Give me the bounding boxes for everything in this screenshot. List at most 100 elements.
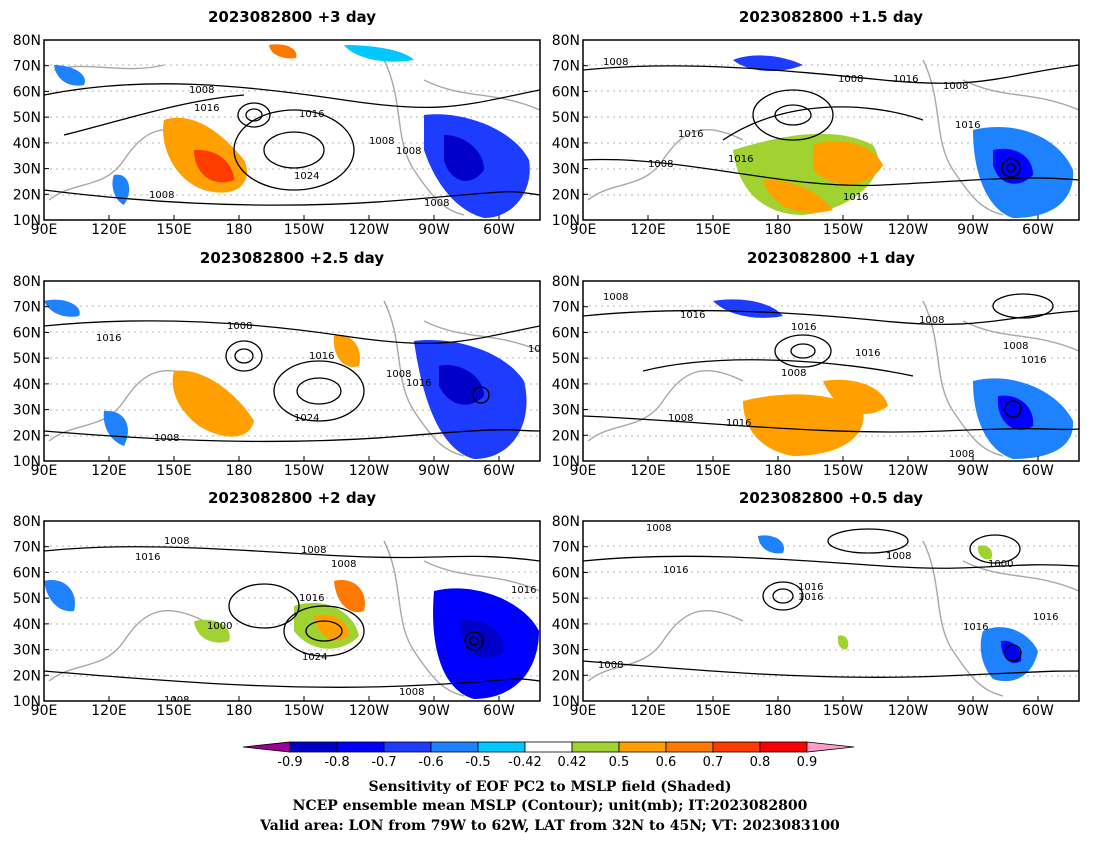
colorbar-tick-label: 0.8 [750, 755, 771, 770]
lon-tick-label: 150E [156, 703, 192, 719]
contour-label: 1016 [299, 593, 324, 604]
lon-tick-label: 90W [957, 463, 989, 479]
sensitivity-shading [733, 55, 1074, 218]
coastlines [587, 540, 1079, 697]
lon-tick-label: 90E [31, 703, 58, 719]
lon-tick-label: 180 [226, 703, 253, 719]
contour-label: 1016 [963, 622, 988, 633]
panel-title: 2023082800 +3 day [208, 8, 376, 26]
lat-tick-label: 10N [552, 213, 580, 229]
mslp-contours [44, 320, 540, 443]
lat-tick-label: 50N [13, 591, 41, 607]
lat-tick-label: 80N [13, 274, 41, 290]
lon-tick-label: 150W [823, 463, 864, 479]
lon-tick-label: 90W [418, 463, 450, 479]
contour-label: 1008 [154, 433, 179, 444]
panel-frame [582, 39, 1080, 221]
panel-title: 2023082800 +2 day [208, 489, 376, 507]
contour-label: 1008 [943, 81, 968, 92]
map-field: 1008 1008 1016 1008 1016 1016 1016 1008 … [583, 55, 1079, 218]
lat-tick-label: 20N [552, 668, 580, 684]
lon-tick-label: 90E [31, 222, 58, 238]
lat-tick-label: 10N [13, 213, 41, 229]
contour-label: 1016 [855, 348, 880, 359]
contour-label: 10 [528, 344, 541, 355]
panel-plus-2-day: 2023082800 +2 day [13, 489, 541, 719]
map-field: 1008 1016 1016 1008 1016 1024 1008 10 [44, 299, 541, 459]
contour-label: 1000 [207, 621, 232, 632]
lon-tick-label: 60W [1022, 222, 1054, 238]
colorbar-max-arrow [806, 741, 855, 753]
lat-tick-label: 60N [13, 565, 41, 581]
lon-tick-label: 120E [91, 463, 127, 479]
lon-tick-label: 120W [888, 463, 929, 479]
sensitivity-shading [44, 299, 527, 459]
colorbar-segment [430, 741, 479, 753]
colorbar-tick-label: -0.8 [324, 755, 349, 770]
lon-tick-label: 180 [226, 463, 253, 479]
lat-tick-label: 50N [552, 591, 580, 607]
contour-label: 1008 [781, 368, 806, 379]
colorbar-segment [524, 741, 573, 753]
panel-frame [43, 39, 541, 221]
lat-tick-label: 30N [13, 162, 41, 178]
contour-label: 1008 [949, 449, 974, 460]
axis-ticks: 10N 20N 30N 40N 50N 60N 70N 80N 90E 120E 150E 180 15… [552, 514, 1054, 719]
colorbar-segment [759, 741, 808, 753]
map-field: 1008 1016 1016 1008 1008 1016 1008 1016 … [583, 292, 1079, 460]
colorbar-tick-label: -0.7 [371, 755, 396, 770]
contour-label: 1008 [603, 57, 628, 68]
lat-tick-label: 30N [13, 643, 41, 659]
contour-label: 1008 [369, 136, 394, 147]
lat-tick-label: 70N [13, 540, 41, 556]
lat-tick-label: 80N [552, 514, 580, 530]
colorbar-tick-label: 0.7 [703, 755, 724, 770]
contour-label: 1016 [406, 378, 431, 389]
lon-tick-label: 150W [284, 463, 325, 479]
colorbar-tick-label: 0.6 [656, 755, 677, 770]
colorbar-min-arrow [242, 741, 291, 753]
sensitivity-shading [54, 44, 530, 218]
colorbar-tick-label: 0.5 [609, 755, 630, 770]
colorbar-tick-label: 0.42 [558, 755, 587, 770]
lon-tick-label: 180 [765, 222, 792, 238]
lat-tick-label: 40N [13, 136, 41, 152]
lon-tick-label: 180 [765, 463, 792, 479]
contour-label: 1016 [309, 351, 334, 362]
lon-tick-label: 60W [1022, 463, 1054, 479]
contour-labels: 1008 1016 1016 1008 1016 1024 1008 10 [96, 321, 541, 444]
lat-tick-label: 30N [552, 162, 580, 178]
grid-lines [44, 64, 540, 196]
lon-tick-label: 60W [483, 222, 515, 238]
colorbar-tick-label: -0.5 [465, 755, 490, 770]
contour-label: 1016 [680, 310, 705, 321]
axis-ticks: 10N 20N 30N 40N 50N 60N 70N 80N 90E 120E 150E 180 15… [552, 33, 1054, 238]
contour-label: 1008 [331, 559, 356, 570]
colorbar-segment [477, 741, 526, 753]
lon-tick-label: 120E [630, 222, 666, 238]
lat-tick-label: 70N [552, 300, 580, 316]
map-field: 1008 1016 1016 1024 1008 1008 1008 1008 [44, 44, 540, 218]
mslp-contours [583, 293, 1079, 433]
colorbar-segment [618, 741, 667, 753]
contour-label: 1016 [1033, 612, 1058, 623]
lon-tick-label: 90W [957, 222, 989, 238]
lon-tick-label: 60W [483, 463, 515, 479]
lon-tick-label: 120E [91, 703, 127, 719]
lat-tick-label: 50N [13, 110, 41, 126]
contour-label: 1008 [648, 159, 673, 170]
map-field: 1008 1016 1008 1008 1000 1016 1024 1008 … [44, 536, 540, 701]
contour-labels: 1008 1016 1016 1008 1008 1016 1008 1016 … [603, 292, 1046, 460]
axis-ticks: 10N 20N 30N 40N 50N 60N 70N 80N 90E 120E 150E 180 15… [13, 514, 515, 719]
mslp-contours [44, 83, 540, 206]
contour-label: 1016 [728, 154, 753, 165]
lon-tick-label: 90E [570, 222, 597, 238]
lat-tick-label: 80N [13, 33, 41, 49]
panel-frame [582, 520, 1080, 702]
panel-title: 2023082800 +0.5 day [739, 489, 923, 507]
contour-label: 1008 [919, 315, 944, 326]
coastlines [48, 540, 540, 697]
lat-tick-label: 80N [552, 274, 580, 290]
lat-tick-label: 70N [13, 300, 41, 316]
lat-tick-label: 10N [552, 694, 580, 710]
